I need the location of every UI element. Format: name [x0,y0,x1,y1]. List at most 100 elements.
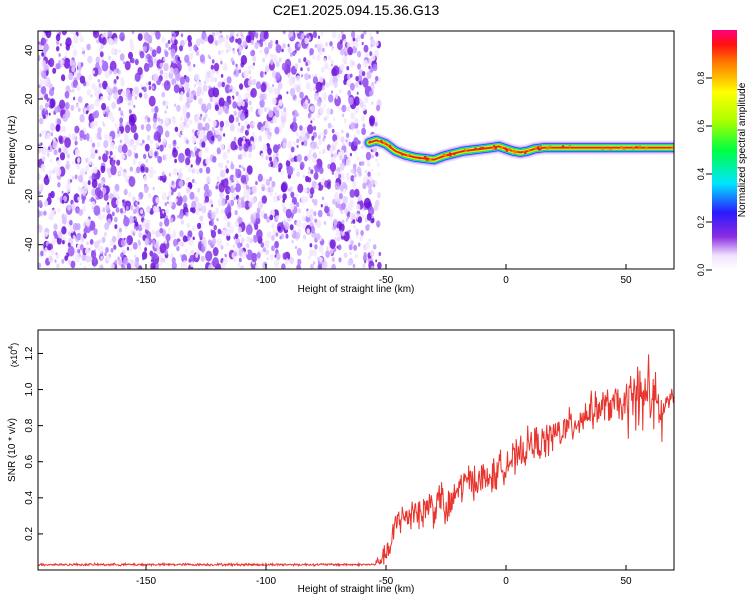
heatmap-cell [293,141,296,146]
heatmap-cell [144,237,150,246]
heatmap-cell [340,136,345,143]
heatmap-cell [111,160,115,166]
spectrogram-x-tick-label: -50 [379,275,394,286]
heatmap-cell [278,99,283,107]
heatmap-cell [100,165,106,174]
heatmap-cell [168,183,172,188]
heatmap-cell [368,90,373,97]
heatmap-cell [63,147,68,155]
heatmap-cell [232,49,236,55]
heatmap-cell [234,221,239,228]
heatmap-cell [333,192,339,201]
heatmap-cell [302,174,305,179]
heatmap-cell [189,119,193,125]
heatmap-cell [88,175,93,181]
heatmap-cell [43,63,49,72]
snr-frame [37,329,675,571]
heatmap-cell [210,230,217,239]
heatmap-cell [94,240,100,249]
heatmap-cell [354,117,358,124]
heatmap-cell [107,95,111,101]
heatmap-cell [116,159,121,166]
heatmap-cell [199,54,205,63]
heatmap-cell [145,123,151,132]
heatmap-cell [160,215,163,219]
colorbar: 0.0 0.2 0.4 0.6 0.8 Normalized spectral ampl… [696,30,748,276]
heatmap-cell [328,67,331,71]
heatmap-cell [155,197,160,204]
heatmap-cell [299,125,303,131]
heatmap-cell [247,128,250,132]
heatmap-cell [46,132,51,140]
heatmap-cell [365,151,372,161]
heatmap-cell [132,144,137,151]
heatmap-cell [230,97,233,102]
heatmap-cell [126,263,131,269]
heatmap-cell [245,35,251,43]
heatmap-cell [294,98,297,102]
heatmap-cell [159,227,164,234]
heatmap-cell [277,82,283,90]
heatmap-cell [90,94,93,98]
heatmap-cell [295,193,299,198]
heatmap-cell [339,107,342,111]
heatmap-cell [275,60,280,68]
heatmap-cell [239,199,242,203]
heatmap-cell [104,222,110,231]
heatmap-cell [281,263,286,269]
heatmap-cell [216,175,220,181]
heatmap-cell [177,171,183,180]
heatmap-cell [264,241,269,249]
heatmap-cell [308,255,311,260]
heatmap-cell [210,220,214,227]
spectrogram-y-axis-label: Frequency (Hz) [7,116,18,185]
heatmap-cell [269,59,274,65]
heatmap-cell [241,165,244,169]
heatmap-cell [333,218,338,226]
heatmap-cell [64,91,70,99]
heatmap-cell [258,107,264,116]
heatmap-cell [354,188,360,198]
heatmap-cell [345,139,348,143]
heatmap-cell [64,137,71,149]
heatmap-cell [246,243,250,249]
heatmap-cell [243,189,249,198]
heatmap-cell [355,76,359,82]
heatmap-cell [97,79,100,83]
heatmap-cell [353,96,360,106]
heatmap-cell [179,230,184,238]
heatmap-cell [156,263,160,268]
heatmap-cell [303,57,307,63]
heatmap-cell [345,218,348,222]
heatmap-cell [339,39,343,44]
heatmap-cell [99,51,104,58]
heatmap-cell [117,69,121,75]
heatmap-cell [191,135,197,144]
heatmap-cell [127,258,131,263]
heatmap-cell [150,31,155,37]
ridge-speck [388,145,392,148]
heatmap-cell [313,211,317,217]
heatmap-cell [281,170,284,175]
heatmap-cell [355,128,360,135]
heatmap-cell [216,147,221,155]
heatmap-cell [281,202,286,208]
heatmap-cell [312,54,316,60]
heatmap-cell [177,146,180,150]
heatmap-cell [347,202,353,211]
heatmap-cell [77,248,81,254]
heatmap-cell [309,106,313,111]
heatmap-cell [185,76,190,84]
heatmap-cell [42,148,47,155]
heatmap-cell [303,234,306,240]
heatmap-cell [51,217,54,221]
heatmap-cell [273,195,278,203]
heatmap-cell [307,60,311,65]
heatmap-cell [133,228,137,233]
heatmap-cell [262,57,266,63]
heatmap-cell [105,106,110,113]
heatmap-cell [353,137,359,147]
heatmap-cell [222,257,228,266]
heatmap-cell [294,63,299,69]
heatmap-cell [281,62,287,71]
